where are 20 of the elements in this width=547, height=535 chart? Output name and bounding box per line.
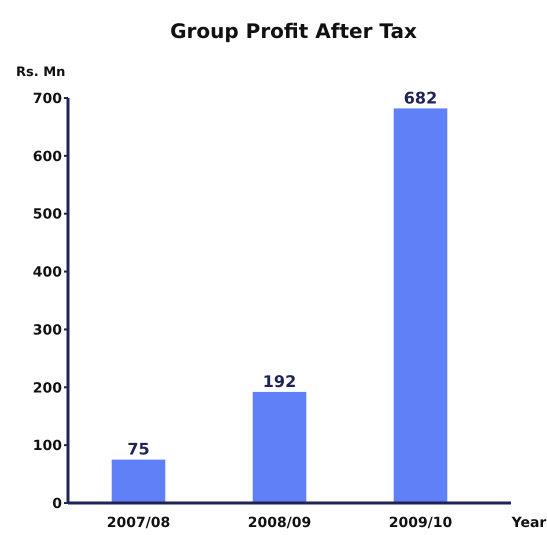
y-tick-label: 700: [32, 91, 62, 107]
y-tick-label: 500: [32, 206, 62, 223]
x-tick-label: 2008/09: [248, 515, 312, 531]
x-tick-label: 2009/10: [388, 515, 453, 531]
y-tick-label: 200: [32, 380, 62, 396]
data-label: 192: [262, 372, 296, 391]
y-tick-label: 600: [32, 148, 62, 165]
y-tick-label: 100: [32, 438, 62, 454]
bar: [394, 108, 448, 503]
y-tick-label: 400: [32, 264, 62, 281]
y-tick-label: 0: [52, 496, 62, 512]
data-label: 75: [127, 440, 150, 459]
data-label: 682: [404, 88, 438, 108]
bar: [112, 460, 166, 503]
chart-title: Group Profit After Tax: [170, 19, 417, 43]
y-axis-title: Rs. Mn: [16, 65, 66, 80]
bar: [252, 392, 306, 503]
x-tick-label: 2007/08: [106, 515, 170, 531]
y-tick-label: 300: [32, 322, 62, 338]
x-axis-title: Year: [510, 515, 546, 531]
